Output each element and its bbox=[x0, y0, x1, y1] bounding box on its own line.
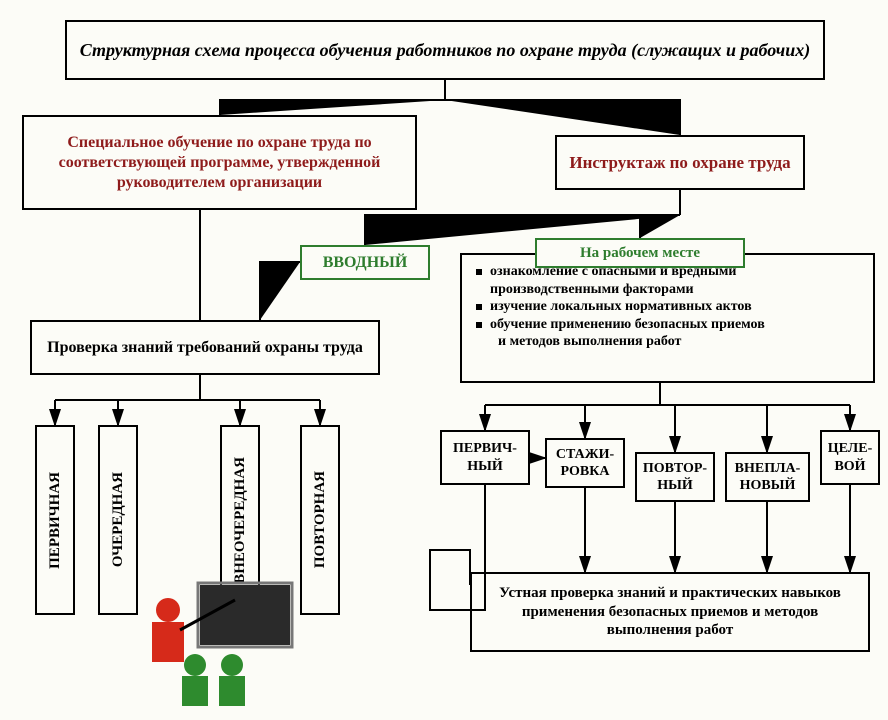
p3-box: ПОВТОР-НЫЙ bbox=[635, 452, 715, 502]
bullets-box: ознакомление с опасными и вредными произ… bbox=[460, 253, 875, 383]
bullet-3a: и методов выполнения работ bbox=[498, 333, 681, 351]
p4-box: ВНЕПЛА-НОВЫЙ bbox=[725, 452, 810, 502]
teacher-icon bbox=[140, 580, 300, 710]
p5-text: ЦЕЛЕ-ВОЙ bbox=[828, 440, 872, 475]
v4-text: ПОВТОРНАЯ bbox=[311, 471, 330, 568]
square-icon bbox=[476, 322, 482, 328]
v2-text: ОЧЕРЕДНАЯ bbox=[109, 472, 128, 567]
instruct-text: Инструктаж по охране труда bbox=[569, 152, 790, 173]
v4-box: ПОВТОРНАЯ bbox=[300, 425, 340, 615]
check-box: Проверка знаний требований охраны труда bbox=[30, 320, 380, 375]
p1-text: ПЕРВИЧ-НЫЙ bbox=[450, 440, 520, 475]
square-icon bbox=[476, 269, 482, 275]
v1-box: ПЕРВИЧНАЯ bbox=[35, 425, 75, 615]
instruct-box: Инструктаж по охране труда bbox=[555, 135, 805, 190]
workplace-text: На рабочем месте bbox=[580, 244, 700, 263]
v3-text: ВНЕОЧЕРЕДНАЯ bbox=[231, 457, 250, 584]
special-training-text: Специальное обучение по охране труда по … bbox=[32, 133, 407, 193]
intro-box: ВВОДНЫЙ bbox=[300, 245, 430, 280]
p1-box: ПЕРВИЧ-НЫЙ bbox=[440, 430, 530, 485]
bullet-3a-text: и методов выполнения работ bbox=[498, 333, 681, 351]
p3-text: ПОВТОР-НЫЙ bbox=[643, 460, 707, 495]
bullet-3-text: обучение применению безопасных приемов bbox=[490, 316, 765, 334]
p2-text: СТАЖИ-РОВКА bbox=[555, 446, 615, 481]
v1-text: ПЕРВИЧНАЯ bbox=[46, 472, 65, 569]
bullet-1-text: ознакомление с опасными и вредными произ… bbox=[490, 263, 863, 298]
title-text: Структурная схема процесса обучения рабо… bbox=[80, 39, 811, 62]
square-icon bbox=[476, 304, 482, 310]
p5-box: ЦЕЛЕ-ВОЙ bbox=[820, 430, 880, 485]
p2-box: СТАЖИ-РОВКА bbox=[545, 438, 625, 488]
bullet-1: ознакомление с опасными и вредными произ… bbox=[472, 263, 863, 298]
bullet-3: обучение применению безопасных приемов bbox=[472, 316, 765, 334]
bullet-2: изучение локальных нормативных актов bbox=[472, 298, 752, 316]
special-training-box: Специальное обучение по охране труда по … bbox=[22, 115, 417, 210]
intro-text: ВВОДНЫЙ bbox=[323, 253, 408, 273]
p4-text: ВНЕПЛА-НОВЫЙ bbox=[735, 460, 801, 495]
workplace-box: На рабочем месте bbox=[535, 238, 745, 268]
oral-text: Устная проверка знаний и практических на… bbox=[480, 584, 860, 640]
bullet-2-text: изучение локальных нормативных актов bbox=[490, 298, 752, 316]
title-box: Структурная схема процесса обучения рабо… bbox=[65, 20, 825, 80]
check-text: Проверка знаний требований охраны труда bbox=[47, 338, 363, 358]
v2-box: ОЧЕРЕДНАЯ bbox=[98, 425, 138, 615]
oral-box: Устная проверка знаний и практических на… bbox=[470, 572, 870, 652]
